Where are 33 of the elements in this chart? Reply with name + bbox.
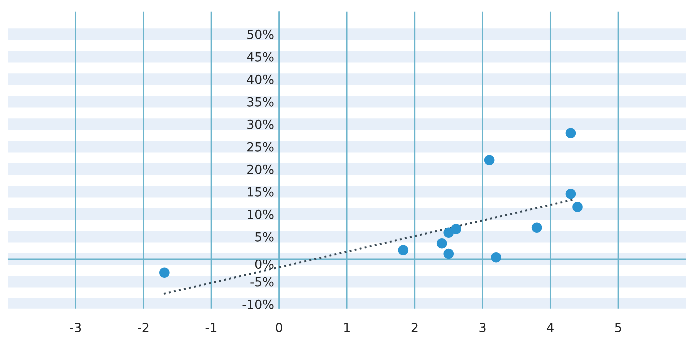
y-tick-label: 45%: [247, 52, 274, 62]
point: [451, 224, 462, 234]
x-tick-label: -2: [138, 322, 149, 332]
point: [160, 268, 170, 278]
x-tick-label: 3: [480, 322, 486, 332]
y-tick-label: 40%: [247, 74, 274, 84]
x-tick-label: -1: [206, 323, 217, 332]
point: [436, 238, 448, 249]
point: [444, 248, 454, 260]
x-tick-label: 1: [344, 323, 350, 332]
y-tick-label: 30%: [248, 120, 274, 130]
point: [566, 128, 576, 139]
y-tick-label: 50%: [248, 30, 274, 40]
point: [566, 189, 576, 200]
x-tick-label: -3: [70, 322, 82, 332]
y-tick-label: 0%: [255, 260, 274, 270]
x-tick-label: 4: [547, 323, 554, 332]
y-tick-label: -5%: [250, 277, 274, 287]
y-tick-label: 15%: [248, 187, 274, 197]
point: [398, 245, 409, 256]
x-tick-label: 5: [615, 323, 622, 332]
y-tick-label: -10%: [242, 300, 274, 310]
y-tick-label: 10%: [248, 210, 274, 220]
point: [532, 222, 542, 234]
point: [491, 252, 502, 263]
y-tick-label: 5%: [256, 232, 274, 242]
point: [572, 202, 583, 212]
y-tick-label: 20%: [248, 164, 274, 174]
y-tick-label: 25%: [248, 142, 274, 152]
point: [484, 155, 495, 166]
y-tick-label: 35%: [248, 97, 274, 107]
x-tick-label: 2: [412, 322, 418, 332]
x-tick-label: 0: [276, 322, 282, 332]
